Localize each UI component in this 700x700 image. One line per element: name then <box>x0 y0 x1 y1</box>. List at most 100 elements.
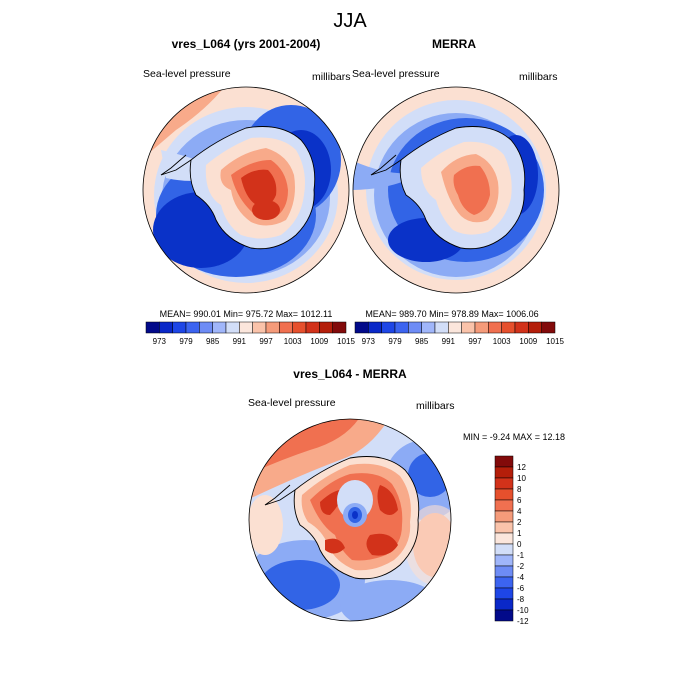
colorbar2-swatch <box>434 321 449 334</box>
colorbar1-tick-label: 1003 <box>284 337 302 346</box>
colorbar1-tick-label: 973 <box>153 337 167 346</box>
colorbar2-swatch <box>501 321 516 334</box>
colorbar3-tick-label: 8 <box>517 485 522 494</box>
colorbar2-swatch <box>394 321 409 334</box>
map-difference <box>248 418 452 622</box>
colorbar3-tick-label: 4 <box>517 507 522 516</box>
colorbar3-swatch <box>494 598 514 611</box>
colorbar1-swatch <box>292 321 307 334</box>
panel2-left-label: Sea-level pressure <box>352 68 440 80</box>
colorbar1-swatch <box>185 321 200 334</box>
colorbar3-tick-label: 0 <box>517 540 522 549</box>
colorbar2-swatch <box>514 321 529 334</box>
colorbar1-swatch <box>305 321 320 334</box>
colorbar3-tick-label: -8 <box>517 595 525 604</box>
colorbar3-tick-label: -6 <box>517 584 525 593</box>
map-merra <box>352 86 560 294</box>
colorbar1-tick-label: 1009 <box>310 337 328 346</box>
colorbar2-tick-label: 985 <box>415 337 429 346</box>
colorbar2-tick-label: 991 <box>442 337 456 346</box>
panel2-title: MERRA <box>432 37 476 51</box>
colorbar3-tick-label: 6 <box>517 496 522 505</box>
colorbar2-tick-label: 1009 <box>519 337 537 346</box>
panel1-right-label: millibars <box>312 71 351 83</box>
map2-field <box>353 87 559 293</box>
colorbar-panel1: 973 979 985 991 997 1003 1009 1015 <box>145 321 355 346</box>
map2-border <box>352 86 560 294</box>
panel3-stats: MIN = -9.24 MAX = 12.18 <box>463 432 566 442</box>
colorbar1-swatch <box>239 321 253 334</box>
colorbar3-swatch <box>494 488 514 501</box>
colorbar3-tick-label: 1 <box>517 529 522 538</box>
colorbar3-tick-label: 2 <box>517 518 522 527</box>
colorbar3-swatch <box>494 510 514 523</box>
colorbar3-tick-label: -1 <box>517 551 525 560</box>
colorbar2-swatch <box>528 321 542 334</box>
colorbar3-swatch <box>494 477 514 490</box>
map-vres-l064 <box>142 86 350 294</box>
map1-border <box>142 86 350 294</box>
colorbar2-swatch <box>488 321 502 334</box>
panel2-right-label: millibars <box>519 71 558 83</box>
colorbar3-swatch <box>494 455 514 468</box>
map3-border <box>248 418 452 622</box>
colorbar1-swatch <box>172 321 187 334</box>
colorbar1-swatch <box>252 321 267 334</box>
colorbar3-swatch <box>494 521 514 534</box>
colorbar1-swatch <box>212 321 227 334</box>
panel1-title: vres_L064 (yrs 2001-2004) <box>171 37 321 51</box>
colorbar2-tick-label: 997 <box>468 337 482 346</box>
colorbar1-tick-label: 979 <box>179 337 193 346</box>
colorbar2-swatch <box>381 321 396 334</box>
colorbar1-swatch <box>279 321 293 334</box>
colorbar2-swatch <box>474 321 489 334</box>
colorbar2-swatch <box>461 321 476 334</box>
colorbar2-swatch <box>368 321 382 334</box>
colorbar2-swatch <box>421 321 436 334</box>
colorbar2-tick-label: 973 <box>362 337 376 346</box>
colorbar3-swatch <box>494 609 514 622</box>
panel3-right-label: millibars <box>416 400 455 412</box>
colorbar1-swatch <box>225 321 240 334</box>
colorbar2-swatch <box>541 321 556 334</box>
colorbar3-swatch <box>494 532 514 545</box>
colorbar3-swatch <box>494 543 514 556</box>
colorbar2-tick-label: 1003 <box>493 337 511 346</box>
colorbar3-tick-label: 10 <box>517 474 526 483</box>
colorbar3-swatch <box>494 554 514 567</box>
colorbar1-tick-label: 991 <box>233 337 247 346</box>
panel2-stats: MEAN= 989.70 Min= 978.89 Max= 1006.06 <box>365 309 539 319</box>
colorbar3-swatch <box>494 466 514 479</box>
colorbar1-tick-label: 997 <box>259 337 273 346</box>
colorbar2-swatch <box>354 321 369 334</box>
colorbar1-tick-label: 985 <box>206 337 220 346</box>
colorbar3-swatch <box>494 576 514 589</box>
panel3-title: vres_L064 - MERRA <box>293 367 407 381</box>
map1-field <box>143 87 349 293</box>
colorbar3-tick-label: -10 <box>517 606 529 615</box>
panel3-left-label: Sea-level pressure <box>248 397 336 409</box>
colorbar-panel2: 973 979 985 991 997 1003 1009 1015 <box>354 321 564 346</box>
colorbar2-swatch <box>448 321 462 334</box>
colorbar3-swatch <box>494 499 514 512</box>
colorbar3-tick-label: -4 <box>517 573 525 582</box>
colorbar1-swatch <box>265 321 280 334</box>
colorbar1-tick-label: 1015 <box>337 337 355 346</box>
colorbar1-swatch <box>159 321 173 334</box>
colorbar3-tick-label: -12 <box>517 617 529 626</box>
colorbar2-tick-label: 1015 <box>546 337 564 346</box>
colorbar1-swatch <box>145 321 160 334</box>
panel1-left-label: Sea-level pressure <box>143 68 231 80</box>
figure-title: JJA <box>333 10 367 32</box>
colorbar2-tick-label: 979 <box>388 337 402 346</box>
colorbar3-tick-label: 12 <box>517 463 526 472</box>
colorbar1-swatch <box>319 321 333 334</box>
colorbar3-tick-label: -2 <box>517 562 525 571</box>
panel1-stats: MEAN= 990.01 Min= 975.72 Max= 1012.11 <box>159 309 333 319</box>
colorbar3-swatch <box>494 587 514 600</box>
colorbar3-swatch <box>494 565 514 578</box>
colorbar1-swatch <box>199 321 213 334</box>
colorbar1-swatch <box>332 321 347 334</box>
colorbar2-swatch <box>408 321 422 334</box>
